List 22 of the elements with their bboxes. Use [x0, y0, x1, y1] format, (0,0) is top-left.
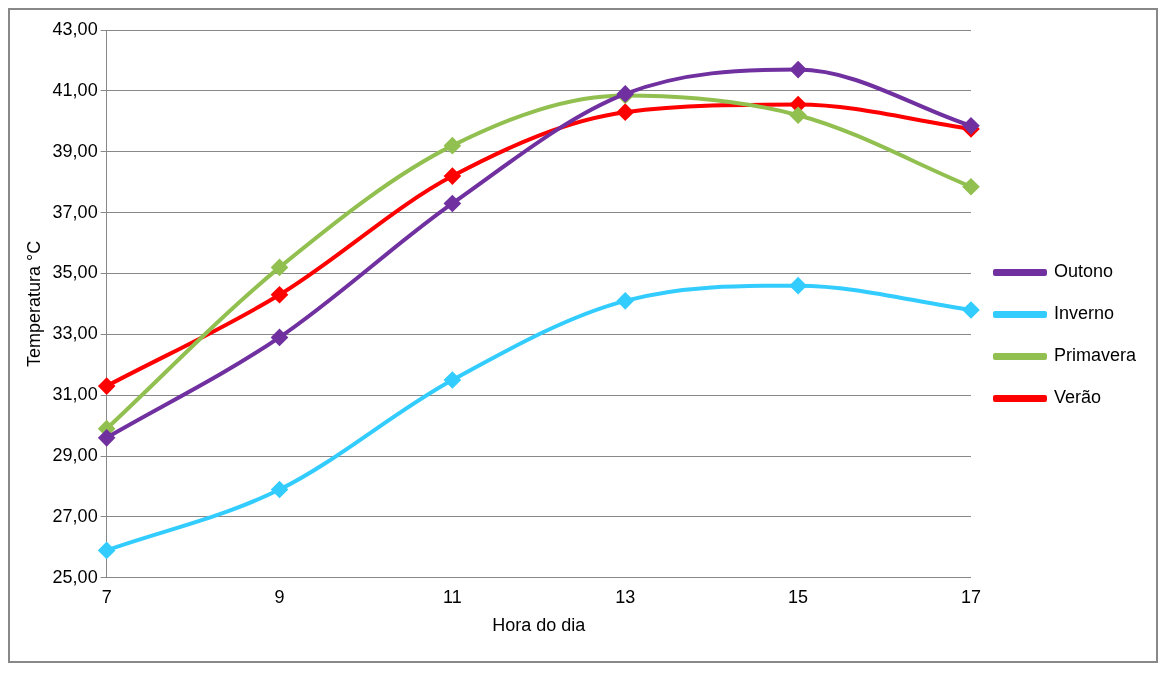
- x-tick-label: 11: [443, 586, 462, 607]
- legend-label: Verão: [1053, 387, 1102, 408]
- y-tick-label: 29,00: [52, 445, 98, 466]
- y-tick-label: 37,00: [52, 201, 98, 222]
- x-tick-label: 15: [788, 586, 809, 607]
- x-tick-label: 7: [101, 586, 112, 607]
- y-tick-label: 33,00: [52, 323, 98, 344]
- y-tick-label: 35,00: [52, 262, 98, 283]
- legend-label: Outono: [1053, 261, 1114, 282]
- y-tick-label: 43,00: [52, 18, 98, 39]
- x-tick-label: 13: [615, 586, 636, 607]
- x-tick-label: 17: [960, 586, 981, 607]
- y-tick-label: 31,00: [52, 384, 98, 405]
- y-tick-label: 25,00: [52, 566, 98, 587]
- x-axis-title: Hora do dia: [492, 615, 587, 636]
- legend-label: Inverno: [1053, 303, 1115, 324]
- legend-label: Primavera: [1053, 345, 1137, 366]
- y-axis-title: Temperatura °C: [23, 240, 44, 368]
- y-tick-label: 41,00: [52, 79, 98, 100]
- y-tick-label: 27,00: [52, 505, 98, 526]
- y-tick-label: 39,00: [52, 140, 98, 161]
- x-tick-label: 9: [274, 586, 285, 607]
